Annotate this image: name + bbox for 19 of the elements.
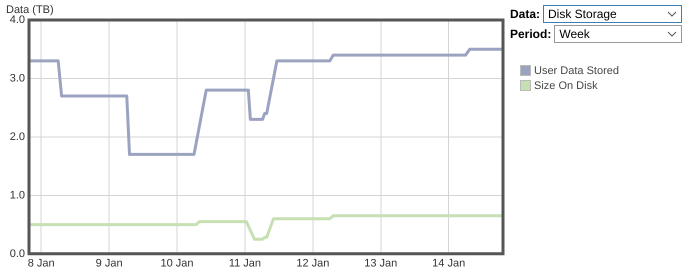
y-tick-label: 3.0 xyxy=(10,72,25,84)
legend-label: User Data Stored xyxy=(534,64,619,76)
x-tick-label: 12 Jan xyxy=(296,257,330,270)
dropdown-field: Disk Storage xyxy=(543,5,682,23)
text: Period: xyxy=(510,27,552,41)
y-tick-label: 0.0 xyxy=(10,248,25,260)
legend-label: Size On Disk xyxy=(534,80,598,92)
text: Data: xyxy=(510,7,540,21)
x-tick-label: 14 Jan xyxy=(432,257,466,270)
y-axis-title: Data (TB) xyxy=(6,4,54,16)
y-tick-label: 2.0 xyxy=(10,130,25,143)
x-tick-label: 11 Jan xyxy=(228,257,262,270)
y-tick-label: 1.0 xyxy=(10,189,25,202)
x-tick-label: 8 Jan xyxy=(28,257,55,270)
y-tick-label: 4.0 xyxy=(10,14,25,26)
x-tick-label: 10 Jan xyxy=(160,257,194,270)
x-tick-label: 13 Jan xyxy=(364,257,398,270)
dropdown-field: Week xyxy=(554,25,682,43)
x-tick-label: 9 Jan xyxy=(96,257,123,270)
